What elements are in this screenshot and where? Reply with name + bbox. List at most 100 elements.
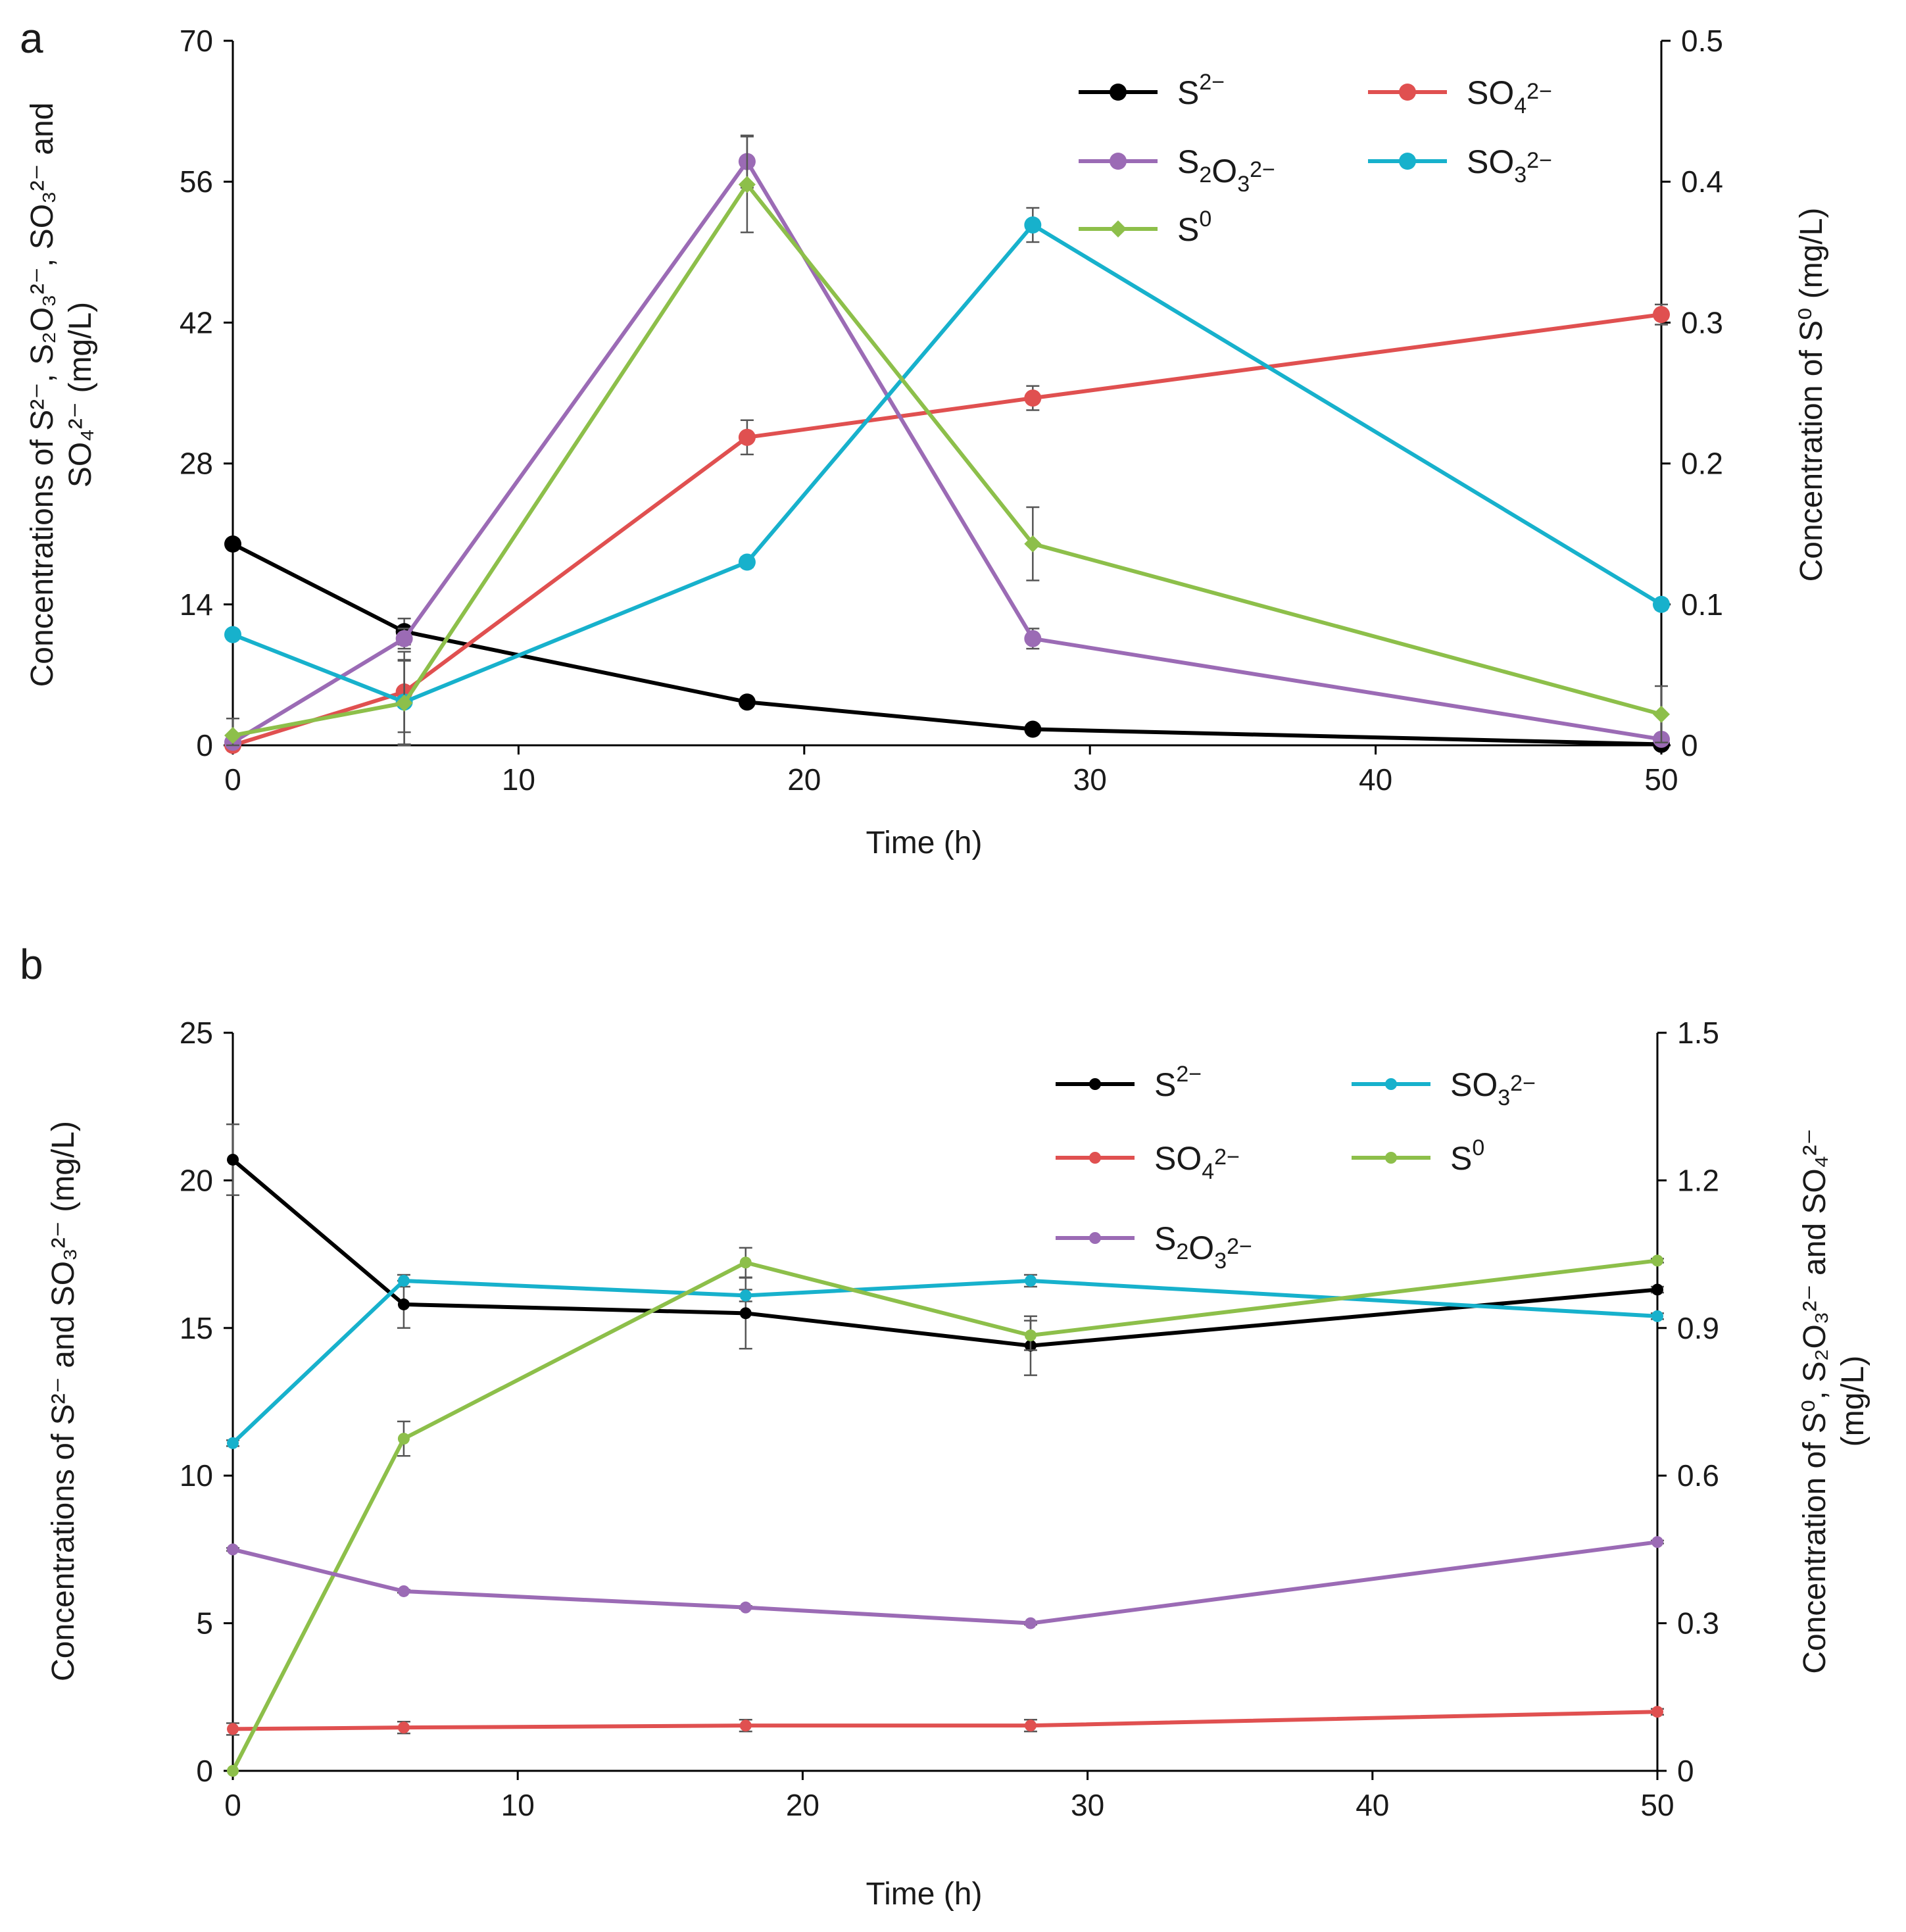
data-point: [739, 1307, 752, 1320]
data-point: [738, 693, 756, 711]
series-1: [226, 1274, 1664, 1449]
data-point: [1024, 389, 1042, 407]
panel-b-left-title-line1: Concentrations of S²⁻ and SO₃²⁻ (mg/L): [46, 1121, 81, 1681]
y-right-tick-label: 0.5: [1681, 24, 1723, 58]
data-point: [1651, 1536, 1663, 1548]
legend-item: SO42−: [1368, 74, 1552, 118]
legend-swatch-marker: [1110, 153, 1127, 170]
panel-b-right-title-line2: (mg/L): [1836, 1356, 1870, 1447]
data-point: [739, 1720, 752, 1732]
panel-b-chart: b Time (h) Concentrations of S²⁻ and SO₃…: [20, 941, 1870, 1912]
chart-marks: 0 10 20 30 40 500142842567000.10.20.30.40.5S2…: [180, 24, 1723, 1822]
data-point: [1024, 1329, 1037, 1342]
panel-b-legend: S2− SO32− SO42− S0 S2O32−: [1056, 1062, 1536, 1274]
legend-label: S0: [1177, 207, 1211, 248]
panel-b-right-axis-title: Concentration of S⁰, S₂O₃²⁻ and SO₄²⁻ (m…: [1797, 1128, 1870, 1673]
data-point: [224, 626, 241, 643]
y-right-tick-label: 0: [1681, 728, 1698, 762]
x-tick-label: 30: [1073, 762, 1107, 797]
legend-label: S2O32−: [1177, 143, 1275, 197]
panel-a-left-axis-title: Concentrations of S²⁻, S₂O₃²⁻, SO₃²⁻ and…: [25, 103, 98, 687]
y-left-tick-label: 0: [196, 1754, 213, 1788]
x-tick-label: 0: [224, 762, 241, 797]
data-point: [224, 535, 241, 553]
x-tick-label: 0: [224, 1788, 241, 1822]
series-4: [226, 1536, 1664, 1629]
y-right-tick-label: 1.2: [1677, 1163, 1719, 1197]
data-point: [224, 727, 241, 745]
x-tick-label: 20: [786, 1788, 819, 1822]
panel-a-letter: a: [20, 14, 43, 62]
panel-b-marks: 0 10 20 30 40 50051015202500.30.60.91.21.5S2−…: [180, 1016, 1719, 1822]
x-tick-label: 10: [502, 762, 535, 797]
series-3: [227, 1247, 1664, 1777]
series-0: [226, 1123, 1664, 1376]
legend-label: SO42−: [1467, 74, 1552, 118]
data-point: [1651, 1283, 1663, 1296]
panel-a-x-axis-title: Time (h): [866, 826, 983, 860]
y-right-tick-label: 0: [1677, 1754, 1694, 1788]
x-tick-label: 40: [1359, 762, 1392, 797]
data-point: [1651, 1706, 1663, 1718]
x-tick-label: 20: [787, 762, 821, 797]
data-point: [227, 1543, 239, 1556]
data-point: [1024, 1274, 1037, 1287]
legend-item: SO32−: [1368, 143, 1552, 187]
data-point: [739, 1289, 752, 1302]
y-left-tick-label: 0: [196, 728, 213, 762]
legend-swatch-marker: [1089, 1232, 1101, 1244]
data-point: [395, 694, 413, 712]
legend-swatch-marker: [1089, 1152, 1101, 1164]
data-point: [1651, 1254, 1663, 1267]
legend-label: S2−: [1177, 70, 1225, 111]
data-point: [738, 176, 756, 193]
data-point: [397, 1721, 410, 1734]
legend-item: S2O32−: [1056, 1220, 1252, 1274]
legend-label: SO32−: [1450, 1066, 1536, 1110]
panel-b-letter: b: [20, 941, 43, 988]
series-2: [226, 1706, 1664, 1736]
legend-label: S0: [1450, 1135, 1484, 1177]
data-point: [395, 630, 413, 647]
y-left-tick-label: 42: [180, 305, 213, 339]
y-right-tick-label: 0.9: [1677, 1311, 1719, 1345]
y-left-tick-label: 20: [180, 1163, 213, 1197]
legend-item: S2O32−: [1079, 143, 1275, 197]
legend-swatch-marker: [1089, 1078, 1101, 1090]
legend-item: SO42−: [1056, 1140, 1240, 1184]
y-right-tick-label: 0.1: [1681, 587, 1723, 622]
y-left-tick-label: 5: [196, 1606, 213, 1641]
series-4: [224, 136, 1670, 747]
data-point: [1653, 705, 1670, 723]
data-point: [739, 1601, 752, 1614]
y-left-tick-label: 10: [180, 1458, 213, 1493]
legend-label: S2−: [1154, 1062, 1202, 1103]
data-point: [397, 1298, 410, 1310]
x-tick-label: 10: [501, 1788, 535, 1822]
legend-item: SO32−: [1352, 1066, 1536, 1110]
data-point: [1024, 1617, 1037, 1629]
panel-b-x-axis-title: Time (h): [866, 1877, 983, 1912]
y-left-tick-label: 25: [180, 1016, 213, 1050]
y-right-tick-label: 1.5: [1677, 1016, 1719, 1050]
y-right-tick-label: 0.4: [1681, 164, 1723, 199]
y-left-tick-label: 14: [180, 587, 213, 622]
data-point: [227, 1153, 239, 1166]
data-point: [1653, 595, 1670, 613]
data-point: [1024, 720, 1042, 738]
panel-a-left-title-line2: SO₄²⁻ (mg/L): [63, 302, 98, 487]
legend-label: S2O32−: [1154, 1220, 1252, 1274]
legend-item: S0: [1352, 1135, 1484, 1177]
y-right-tick-label: 0.6: [1677, 1458, 1719, 1493]
panel-a-legend: S2− SO42− S2O32− SO32− S0: [1079, 70, 1552, 248]
panel-a-chart: a Time (h) Concentrations of S²⁻, S₂O₃²⁻…: [20, 14, 1829, 860]
data-point: [1024, 1720, 1037, 1732]
data-point: [738, 428, 756, 446]
data-point: [738, 553, 756, 571]
data-point: [1651, 1310, 1663, 1322]
y-left-tick-label: 56: [180, 164, 213, 199]
legend-swatch-marker: [1110, 220, 1127, 237]
y-left-tick-label: 28: [180, 447, 213, 481]
x-tick-label: 50: [1640, 1788, 1674, 1822]
legend-swatch-marker: [1385, 1078, 1397, 1090]
